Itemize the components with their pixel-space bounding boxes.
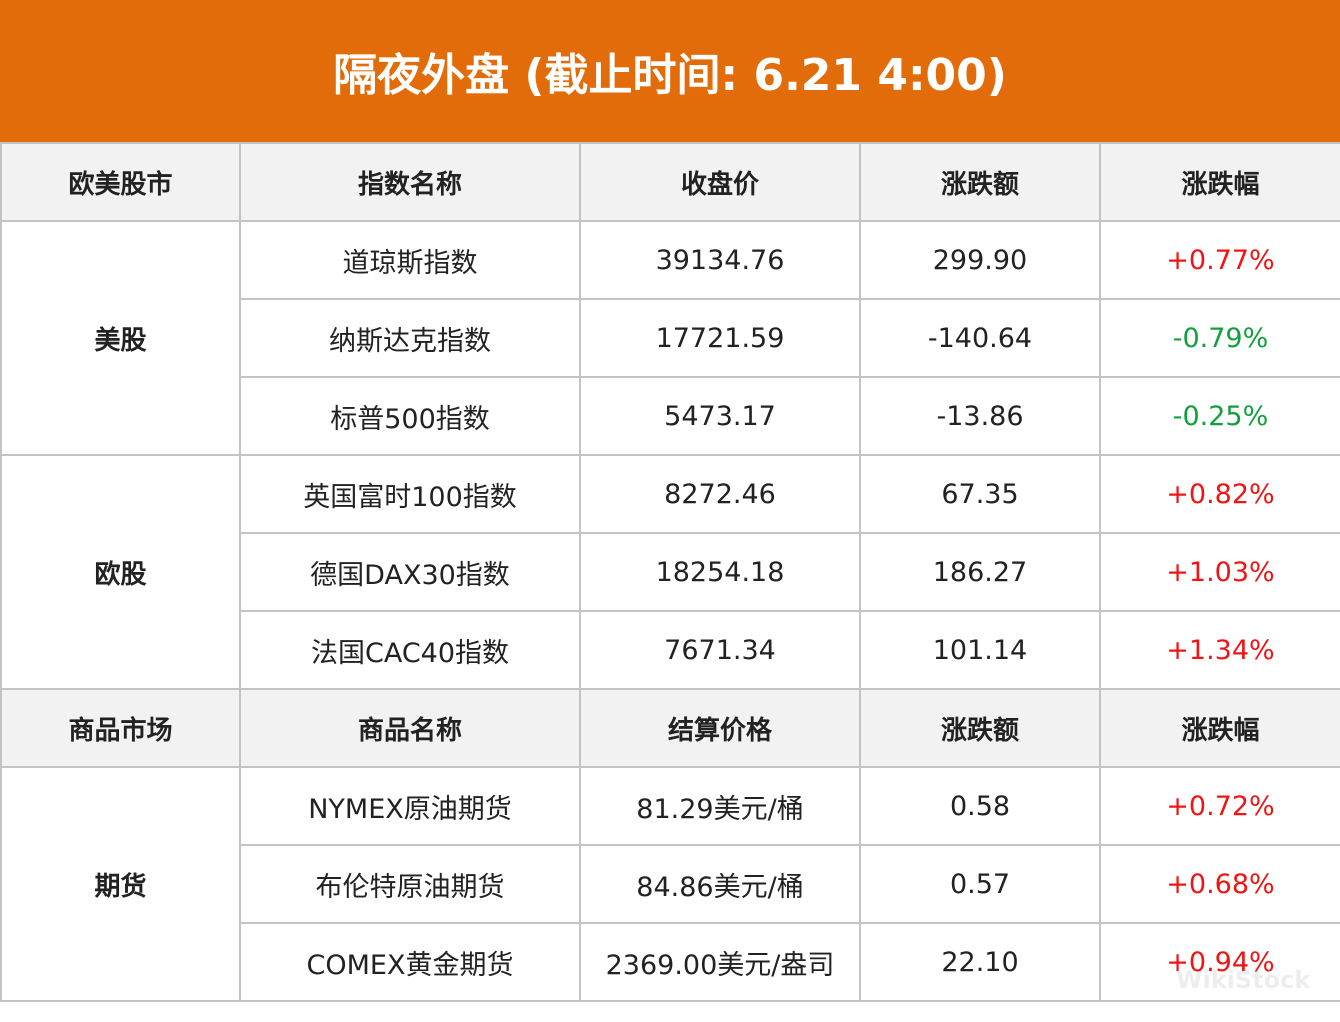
close-price: 81.29美元/桶 [579,766,861,846]
table-header-row: 商品市场 商品名称 结算价格 涨跌额 涨跌幅 [0,688,1340,768]
change-percent: +1.34% [1099,610,1340,690]
change-percent: +0.77% [1099,220,1340,300]
index-name: 法国CAC40指数 [239,610,581,690]
change-percent: +0.94% [1099,922,1340,1002]
change-amount: 0.57 [859,844,1101,924]
close-price: 8272.46 [579,454,861,534]
table-row: 标普500指数 5473.17 -13.86 -0.25% [1,376,1340,456]
index-name: COMEX黄金期货 [239,922,581,1002]
table-row: COMEX黄金期货 2369.00美元/盎司 22.10 +0.94% [1,922,1340,1002]
change-amount: 186.27 [859,532,1101,612]
close-price: 84.86美元/桶 [579,844,861,924]
page-title: 隔夜外盘 (截止时间: 6.21 4:00) [0,0,1340,142]
index-name: 布伦特原油期货 [239,844,581,924]
column-header: 涨跌额 [859,688,1101,768]
index-name: NYMEX原油期货 [239,766,581,846]
column-header: 商品市场 [0,688,241,768]
table-row: 美股 道琼斯指数 39134.76 299.90 +0.77% [0,220,1340,456]
table-row: 纳斯达克指数 17721.59 -140.64 -0.79% [1,298,1340,378]
column-header: 涨跌幅 [1099,688,1340,768]
change-amount: 299.90 [859,220,1101,300]
change-percent: +0.82% [1099,454,1340,534]
change-percent: +1.03% [1099,532,1340,612]
index-name: 英国富时100指数 [239,454,581,534]
change-percent: +0.72% [1099,766,1340,846]
column-header: 收盘价 [579,142,861,222]
table-row: 期货 NYMEX原油期货 81.29美元/桶 0.58 +0.72% [0,766,1340,1002]
index-name: 德国DAX30指数 [239,532,581,612]
table-header-row: 欧美股市 指数名称 收盘价 涨跌额 涨跌幅 [0,142,1340,222]
table-row: 法国CAC40指数 7671.34 101.14 +1.34% [1,610,1340,690]
index-name: 标普500指数 [239,376,581,456]
close-price: 17721.59 [579,298,861,378]
index-name: 道琼斯指数 [239,220,581,300]
table-row: 布伦特原油期货 84.86美元/桶 0.57 +0.68% [1,844,1340,924]
table-row: 欧股 英国富时100指数 8272.46 67.35 +0.82% [0,454,1340,690]
change-percent: -0.25% [1099,376,1340,456]
close-price: 18254.18 [579,532,861,612]
change-amount: 101.14 [859,610,1101,690]
change-amount: 0.58 [859,766,1101,846]
close-price: 7671.34 [579,610,861,690]
group-label: 欧股 [0,454,241,690]
change-amount: -140.64 [859,298,1101,378]
change-percent: +0.68% [1099,844,1340,924]
change-amount: 67.35 [859,454,1101,534]
column-header: 欧美股市 [0,142,241,222]
table-row: 德国DAX30指数 18254.18 186.27 +1.03% [1,532,1340,612]
group-label: 美股 [0,220,241,456]
column-header: 涨跌额 [859,142,1101,222]
group-label: 期货 [0,766,241,1002]
change-percent: -0.79% [1099,298,1340,378]
change-amount: -13.86 [859,376,1101,456]
column-header: 指数名称 [239,142,581,222]
change-amount: 22.10 [859,922,1101,1002]
close-price: 2369.00美元/盎司 [579,922,861,1002]
index-name: 纳斯达克指数 [239,298,581,378]
close-price: 39134.76 [579,220,861,300]
market-table: 欧美股市 指数名称 收盘价 涨跌额 涨跌幅 美股 道琼斯指数 39134.76 299.90 +0… [0,142,1340,1002]
column-header: 结算价格 [579,688,861,768]
column-header: 商品名称 [239,688,581,768]
column-header: 涨跌幅 [1099,142,1340,222]
close-price: 5473.17 [579,376,861,456]
